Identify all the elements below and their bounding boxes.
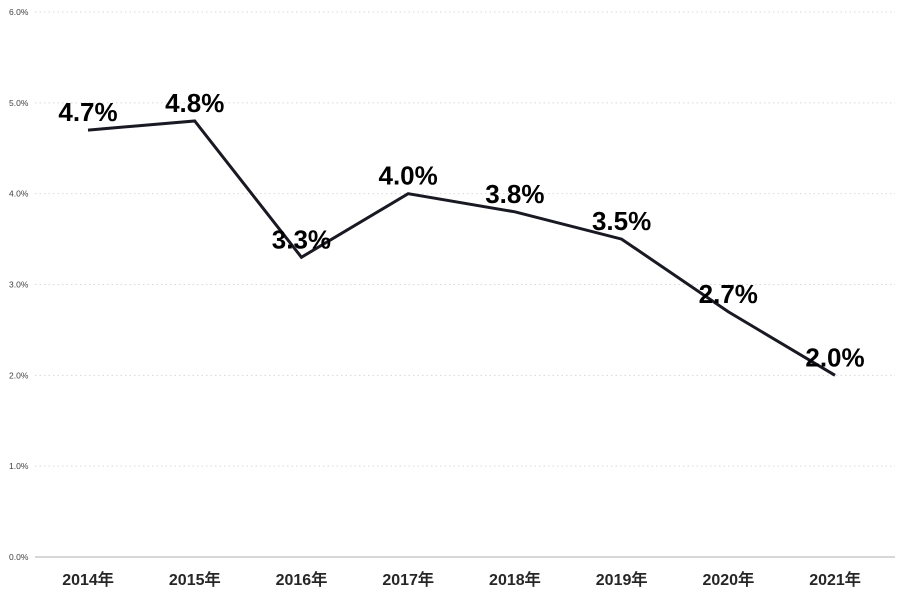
y-axis-tick-label: 6.0% bbox=[9, 7, 29, 17]
y-axis-tick-label: 0.0% bbox=[9, 552, 29, 562]
y-axis-tick-label: 3.0% bbox=[9, 280, 29, 290]
y-axis-tick-label: 4.0% bbox=[9, 189, 29, 199]
x-axis-tick-label: 2021年 bbox=[809, 570, 861, 589]
x-axis-tick-label: 2020年 bbox=[702, 570, 754, 589]
data-point-label: 4.0% bbox=[379, 161, 438, 191]
y-axis-tick-label: 5.0% bbox=[9, 98, 29, 108]
data-point-label: 3.3% bbox=[272, 224, 331, 254]
x-axis-tick-label: 2018年 bbox=[489, 570, 541, 589]
data-point-label: 2.7% bbox=[699, 279, 758, 309]
data-point-label: 3.8% bbox=[485, 179, 544, 209]
y-axis-tick-label: 2.0% bbox=[9, 370, 29, 380]
y-axis-tick-label: 1.0% bbox=[9, 461, 29, 471]
x-axis-tick-label: 2016年 bbox=[276, 570, 328, 589]
x-axis-tick-label: 2015年 bbox=[169, 570, 221, 589]
x-axis-tick-label: 2014年 bbox=[62, 570, 114, 589]
trend-line bbox=[87, 119, 836, 377]
x-axis-tick-label: 2019年 bbox=[596, 570, 648, 589]
x-axis-tick-label: 2017年 bbox=[382, 570, 434, 589]
data-point-label: 3.5% bbox=[592, 206, 651, 236]
data-point-label: 4.7% bbox=[58, 97, 117, 127]
data-point-label: 4.8% bbox=[165, 88, 224, 118]
data-point-label: 2.0% bbox=[805, 342, 864, 372]
